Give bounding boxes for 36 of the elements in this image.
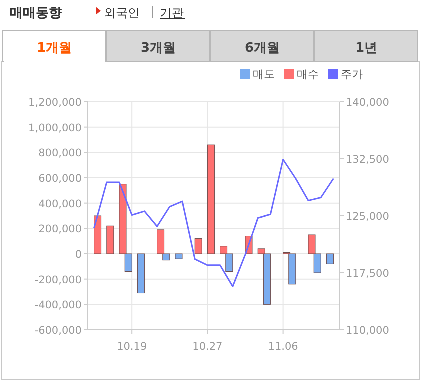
bar bbox=[207, 144, 215, 254]
y-tick-label: 200,000 bbox=[38, 224, 82, 236]
legend-label: 주가 bbox=[341, 68, 363, 81]
y-tick-label: 1,000,000 bbox=[28, 122, 82, 134]
text: 기관 bbox=[160, 6, 184, 20]
legend-label: 매도 bbox=[253, 68, 275, 81]
y-tick-label: 1,200,000 bbox=[28, 97, 82, 109]
x-tick-label: 11.06 bbox=[268, 341, 299, 353]
line-series bbox=[94, 159, 334, 288]
bar bbox=[137, 254, 145, 294]
y2-tick-label: 132,500 bbox=[346, 154, 390, 166]
chart-title: 매매동향 bbox=[10, 6, 62, 21]
y-tick-label: -400,000 bbox=[34, 300, 82, 312]
y2-tick-label: 110,000 bbox=[346, 325, 390, 337]
x-tick-label: 10.19 bbox=[117, 341, 148, 353]
y-tick-label: 600,000 bbox=[38, 173, 82, 185]
x-tick-label: 10.27 bbox=[192, 341, 223, 353]
bar bbox=[194, 238, 202, 254]
y-tick-label: 400,000 bbox=[38, 198, 82, 210]
legend-label: 매수 bbox=[297, 68, 319, 81]
y2-tick-label: 140,000 bbox=[346, 97, 390, 109]
y-tick-label: -200,000 bbox=[34, 274, 82, 286]
bar bbox=[326, 254, 334, 264]
y-tick-label: 800,000 bbox=[38, 148, 82, 160]
text: 외국인 bbox=[104, 6, 140, 20]
y-tick-label: 0 bbox=[75, 249, 82, 261]
text: 1년 bbox=[355, 41, 378, 56]
bar bbox=[94, 216, 102, 254]
text: 3개월 bbox=[140, 41, 176, 56]
bar bbox=[175, 254, 183, 260]
bar bbox=[106, 226, 114, 254]
text: 1개월 bbox=[36, 41, 72, 56]
y-tick-label: -600,000 bbox=[34, 325, 82, 337]
y2-tick-label: 117,500 bbox=[346, 268, 390, 280]
y2-tick-label: 125,000 bbox=[346, 211, 390, 223]
text: 6개월 bbox=[244, 41, 280, 56]
